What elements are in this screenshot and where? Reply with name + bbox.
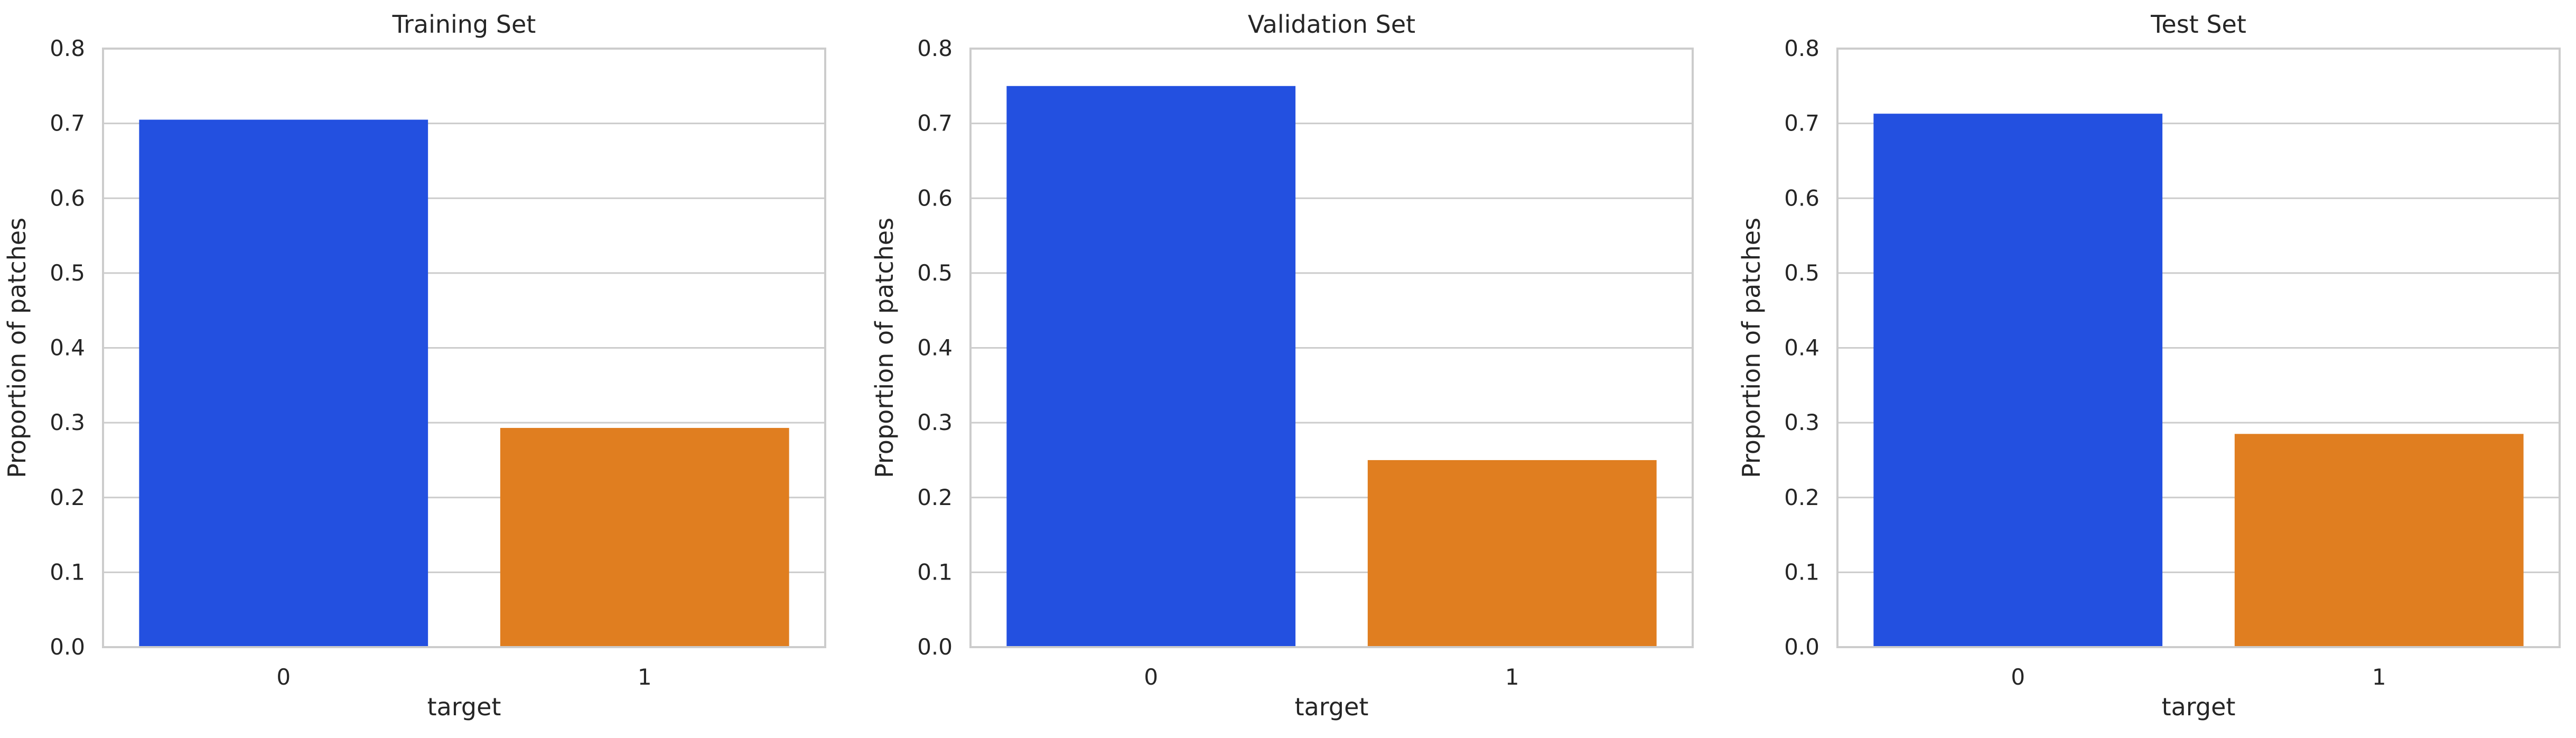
y-tick-label: 0.1 xyxy=(917,559,953,585)
y-tick-label: 0.5 xyxy=(50,260,85,286)
y-axis-label: Proportion of patches xyxy=(3,218,31,478)
x-axis-label: target xyxy=(2162,693,2236,721)
y-tick-label: 0.8 xyxy=(917,35,953,61)
y-tick-label: 0.2 xyxy=(917,484,953,510)
x-axis-label: target xyxy=(427,693,501,721)
bar-validation-target-0 xyxy=(1006,86,1296,647)
y-tick-label: 0.6 xyxy=(1784,185,1819,211)
plot-frame xyxy=(102,48,826,648)
chart-title: Validation Set xyxy=(1248,10,1415,39)
y-tick-label: 0.0 xyxy=(917,634,953,660)
y-tick-label: 0.6 xyxy=(917,185,953,211)
y-tick-label: 0.4 xyxy=(917,335,953,361)
plot-frame xyxy=(1836,48,2561,648)
y-tick-label: 0.7 xyxy=(1784,110,1819,136)
bar-validation-target-1 xyxy=(1367,460,1657,647)
x-tick-label: 0 xyxy=(276,664,291,690)
x-tick-label: 0 xyxy=(1144,664,1158,690)
plot-frame xyxy=(969,48,1694,648)
chart-panel-test: 0.0 0.1 0.2 0.3 0.4 0.5 0.6 0.7 0.8 0 1 Test Set tar… xyxy=(1737,10,2561,721)
y-tick-label: 0.7 xyxy=(50,110,85,136)
x-tick-label: 1 xyxy=(638,664,652,690)
y-tick-label: 0.7 xyxy=(917,110,953,136)
y-tick-label: 0.5 xyxy=(917,260,953,286)
y-tick-label: 0.1 xyxy=(1784,559,1819,585)
bar-training-target-1 xyxy=(500,428,789,647)
chart-panel-validation: 0.0 0.1 0.2 0.3 0.4 0.5 0.6 0.7 0.8 0 1 Validation … xyxy=(870,10,1694,721)
bar-test-target-0 xyxy=(1873,114,2163,647)
x-tick-label: 1 xyxy=(2372,664,2386,690)
y-tick-label: 0.2 xyxy=(1784,484,1819,510)
y-tick-label: 0.2 xyxy=(50,484,85,510)
y-tick-label: 0.3 xyxy=(917,409,953,435)
bar-test-target-1 xyxy=(2234,434,2524,647)
x-tick-label: 1 xyxy=(1505,664,1519,690)
y-tick-label: 0.0 xyxy=(50,634,85,660)
y-tick-label: 0.3 xyxy=(1784,409,1819,435)
y-tick-label: 0.8 xyxy=(1784,35,1819,61)
y-axis-label: Proportion of patches xyxy=(1737,218,1766,478)
x-axis-label: target xyxy=(1295,693,1369,721)
bar-training-target-0 xyxy=(139,119,428,647)
chart-title: Test Set xyxy=(2150,10,2246,39)
chart-title: Training Set xyxy=(392,10,536,39)
y-axis-label: Proportion of patches xyxy=(870,218,899,478)
y-tick-label: 0.5 xyxy=(1784,260,1819,286)
y-tick-label: 0.6 xyxy=(50,185,85,211)
y-tick-label: 0.8 xyxy=(50,35,85,61)
y-tick-label: 0.4 xyxy=(1784,335,1819,361)
chart-panel-training: 0.0 0.1 0.2 0.3 0.4 0.5 0.6 0.7 0.8 0 1 Training Se… xyxy=(3,10,826,721)
x-tick-label: 0 xyxy=(2011,664,2025,690)
y-tick-label: 0.0 xyxy=(1784,634,1819,660)
y-tick-label: 0.3 xyxy=(50,409,85,435)
y-tick-label: 0.1 xyxy=(50,559,85,585)
y-tick-label: 0.4 xyxy=(50,335,85,361)
